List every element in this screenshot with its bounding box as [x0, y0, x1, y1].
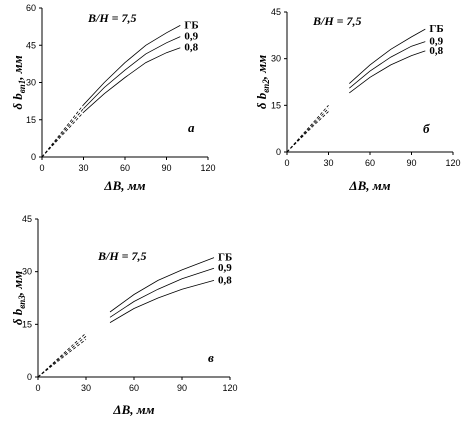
y-axis-label-main: δ b — [10, 308, 25, 325]
y-axis-label-main: δ b — [10, 93, 25, 110]
series-label: 0,9 — [184, 31, 198, 43]
chart-panel-c: 0 30 60 90 120 0 15 30 45 ГБ0,90,8 B/H = 7,5 в ΔB, м… — [10, 214, 238, 417]
x-tick-label: 0 — [35, 383, 40, 393]
x-tick-label: 60 — [365, 158, 375, 168]
series-line-dashed — [286, 108, 329, 153]
y-tick-label: 15 — [22, 319, 32, 329]
x-axis-label: ΔB, мм — [112, 402, 154, 417]
series-line — [349, 41, 426, 89]
series-line — [109, 267, 215, 318]
series-line-dashed — [41, 112, 84, 158]
y-axis-label-unit: , мм — [10, 55, 25, 80]
y-tick-label: 45 — [22, 214, 32, 224]
chart-panel-a: 0 30 60 90 120 0 15 30 45 60 ГБ0,90,8 B/H = 7,5 а ΔB,… — [10, 3, 216, 193]
x-tick-label: 30 — [78, 163, 88, 173]
y-tick-label: 15 — [271, 100, 281, 110]
panel-letter: в — [208, 350, 214, 365]
series-line — [109, 257, 215, 313]
series-label: 0,9 — [429, 36, 443, 48]
y-tick-label: 0 — [31, 152, 36, 162]
series-line — [83, 47, 181, 113]
y-tick-label: 30 — [26, 78, 36, 88]
x-tick-label: 60 — [129, 383, 139, 393]
x-tick-label: 90 — [177, 383, 187, 393]
x-tick-label: 0 — [39, 163, 44, 173]
x-tick-label: 120 — [200, 163, 215, 173]
y-axis-label-main: δ b — [254, 92, 269, 109]
y-axis-label-sub: вп3 — [17, 295, 27, 309]
series-label: 0,8 — [184, 42, 198, 54]
y-axis-label-unit: , мм — [10, 271, 25, 296]
ratio-annotation: B/H = 7,5 — [97, 249, 147, 263]
series-line-dashed — [37, 339, 87, 378]
x-tick-label: 90 — [406, 158, 416, 168]
y-tick-label: 0 — [27, 372, 32, 382]
series-line-dashed — [286, 111, 329, 153]
y-axis-label-unit: , мм — [254, 55, 269, 80]
series-label: ГБ — [429, 23, 443, 35]
series-line — [83, 36, 181, 109]
series-label: 0,8 — [429, 45, 443, 57]
ratio-annotation: B/H = 7,5 — [87, 11, 137, 25]
y-tick-label: 0 — [276, 147, 281, 157]
series-line — [83, 25, 181, 106]
y-tick-label: 60 — [26, 3, 36, 13]
series-line — [349, 50, 426, 94]
panel-letter: а — [188, 120, 195, 135]
series-line — [109, 280, 215, 323]
x-tick-label: 120 — [445, 158, 460, 168]
x-tick-label: 120 — [222, 383, 237, 393]
chart-panel-b: 0 30 60 90 120 0 15 30 45 ГБ0,90,8 B/H = 7,5 б ΔB, м… — [254, 7, 461, 193]
series-label: ГБ — [184, 19, 198, 31]
series-line-dashed — [41, 104, 84, 158]
x-axis-label: ΔB, мм — [103, 178, 145, 193]
y-tick-label: 30 — [22, 267, 32, 277]
series-line-dashed — [37, 335, 87, 378]
x-tick-label: 90 — [161, 163, 171, 173]
x-tick-label: 60 — [120, 163, 130, 173]
x-tick-label: 30 — [323, 158, 333, 168]
ratio-annotation: B/H = 7,5 — [312, 14, 362, 28]
y-axis-label: δ bвп1, мм — [10, 55, 27, 109]
y-tick-label: 45 — [271, 7, 281, 17]
series-label: ГБ — [218, 252, 232, 264]
series-line-dashed — [41, 108, 84, 158]
y-axis-label-sub: вп1 — [17, 80, 27, 94]
panel-letter: б — [423, 121, 430, 136]
y-tick-label: 45 — [26, 40, 36, 50]
y-tick-label: 30 — [271, 54, 281, 64]
y-axis-label: δ bвп3, мм — [10, 271, 27, 325]
y-axis-label-sub: вп2 — [261, 79, 271, 93]
x-tick-label: 30 — [81, 383, 91, 393]
series-line-dashed — [286, 105, 329, 153]
x-tick-label: 0 — [284, 158, 289, 168]
y-tick-label: 15 — [26, 115, 36, 125]
y-axis-label: δ bвп2, мм — [254, 55, 271, 109]
x-axis-label: ΔB, мм — [348, 178, 390, 193]
series-line-dashed — [37, 332, 87, 378]
series-line — [349, 28, 426, 84]
series-label: 0,9 — [218, 262, 232, 274]
series-label: 0,8 — [218, 274, 232, 286]
